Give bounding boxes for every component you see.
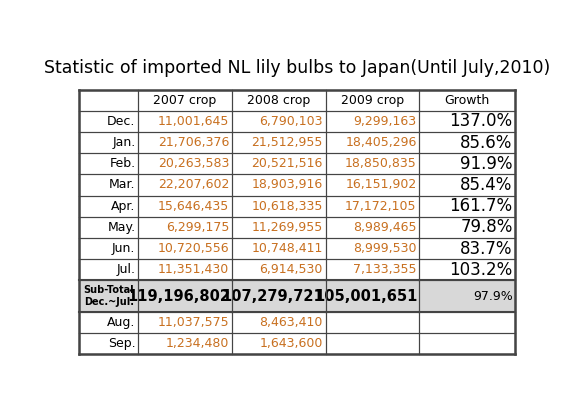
Text: 6,914,530: 6,914,530 — [259, 263, 323, 276]
Text: 11,037,575: 11,037,575 — [158, 316, 229, 329]
Text: 11,269,955: 11,269,955 — [252, 221, 323, 234]
Text: 10,748,411: 10,748,411 — [252, 242, 323, 255]
Text: 79.8%: 79.8% — [460, 218, 513, 236]
Text: 17,172,105: 17,172,105 — [345, 200, 416, 213]
Text: May.: May. — [107, 221, 135, 234]
Text: 161.7%: 161.7% — [450, 197, 513, 215]
Text: Sub-Total
Dec.~Jul.: Sub-Total Dec.~Jul. — [84, 285, 134, 307]
Text: 18,903,916: 18,903,916 — [252, 178, 323, 192]
Text: Apr.: Apr. — [111, 200, 135, 213]
Text: 85.4%: 85.4% — [460, 176, 513, 194]
Text: 8,989,465: 8,989,465 — [353, 221, 416, 234]
Text: 15,646,435: 15,646,435 — [158, 200, 229, 213]
Text: Mar.: Mar. — [109, 178, 135, 192]
Text: 91.9%: 91.9% — [460, 155, 513, 173]
Text: 6,299,175: 6,299,175 — [166, 221, 229, 234]
Text: Jul.: Jul. — [117, 263, 135, 276]
Text: Jun.: Jun. — [112, 242, 135, 255]
Text: 18,850,835: 18,850,835 — [345, 157, 416, 170]
Text: 107,279,721: 107,279,721 — [221, 289, 324, 304]
Text: 20,263,583: 20,263,583 — [158, 157, 229, 170]
Text: 2007 crop: 2007 crop — [153, 94, 216, 107]
Text: 11,351,430: 11,351,430 — [158, 263, 229, 276]
Text: 21,706,376: 21,706,376 — [158, 136, 229, 149]
Text: Dec.: Dec. — [107, 115, 135, 128]
Text: 137.0%: 137.0% — [450, 112, 513, 130]
Text: 18,405,296: 18,405,296 — [345, 136, 416, 149]
Text: 105,001,651: 105,001,651 — [314, 289, 418, 304]
Text: 1,643,600: 1,643,600 — [259, 337, 323, 350]
Text: 8,999,530: 8,999,530 — [353, 242, 416, 255]
Text: 85.6%: 85.6% — [460, 134, 513, 152]
Text: 9,299,163: 9,299,163 — [354, 115, 416, 128]
Text: 10,618,335: 10,618,335 — [252, 200, 323, 213]
Text: 97.9%: 97.9% — [473, 290, 513, 303]
Text: Jan.: Jan. — [112, 136, 135, 149]
Text: 7,133,355: 7,133,355 — [353, 263, 416, 276]
Text: Statistic of imported NL lily bulbs to Japan(Until July,2010): Statistic of imported NL lily bulbs to J… — [44, 59, 550, 77]
Text: 119,196,802: 119,196,802 — [127, 289, 230, 304]
Text: 103.2%: 103.2% — [450, 261, 513, 279]
Text: Aug.: Aug. — [107, 316, 135, 329]
Text: 8,463,410: 8,463,410 — [259, 316, 323, 329]
Text: 6,790,103: 6,790,103 — [259, 115, 323, 128]
Text: 16,151,902: 16,151,902 — [345, 178, 416, 192]
Text: 1,234,480: 1,234,480 — [166, 337, 229, 350]
Text: Sep.: Sep. — [108, 337, 135, 350]
Text: 2008 crop: 2008 crop — [247, 94, 310, 107]
Text: 83.7%: 83.7% — [460, 240, 513, 258]
Text: Feb.: Feb. — [109, 157, 135, 170]
Text: Growth: Growth — [445, 94, 490, 107]
Text: 10,720,556: 10,720,556 — [158, 242, 229, 255]
Text: 2009 crop: 2009 crop — [341, 94, 404, 107]
Text: 11,001,645: 11,001,645 — [158, 115, 229, 128]
Text: 20,521,516: 20,521,516 — [252, 157, 323, 170]
Text: 21,512,955: 21,512,955 — [252, 136, 323, 149]
Text: 22,207,602: 22,207,602 — [158, 178, 229, 192]
